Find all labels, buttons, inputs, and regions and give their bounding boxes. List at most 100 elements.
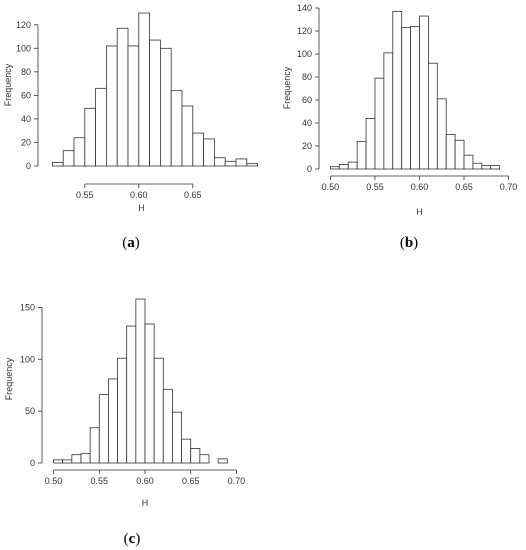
histogram-bar bbox=[62, 459, 73, 464]
x-tick-label: 0.55 bbox=[366, 182, 384, 192]
y-tick-label: 40 bbox=[302, 118, 312, 128]
x-tick-label: 0.55 bbox=[76, 190, 94, 200]
histogram-bar bbox=[374, 77, 385, 170]
y-axis-label: Frequency bbox=[4, 357, 14, 400]
y-tick-label: 0 bbox=[307, 164, 312, 174]
histogram-bar bbox=[427, 62, 438, 170]
histogram-bar bbox=[117, 357, 128, 464]
histogram-bar bbox=[135, 298, 146, 464]
x-axis-label: H bbox=[416, 207, 423, 217]
panel-label-c: (c) bbox=[124, 531, 141, 547]
histogram-bar bbox=[365, 118, 376, 170]
histogram-bar bbox=[116, 27, 129, 167]
histogram-bar bbox=[401, 27, 411, 170]
x-tick-label: 0.70 bbox=[500, 182, 518, 192]
histogram-bar bbox=[224, 160, 237, 167]
histogram-bar bbox=[181, 105, 194, 167]
histogram-bar bbox=[181, 438, 192, 464]
histogram-bar bbox=[71, 454, 82, 464]
histogram-bar bbox=[347, 161, 358, 170]
histogram-c: 0.50 0.55 0.60 0.65 0.70 0 50 100 150 H Frequency bbox=[4, 298, 246, 508]
histogram-bar bbox=[445, 134, 456, 170]
y-tick-label: 50 bbox=[25, 406, 35, 416]
y-tick-label: 150 bbox=[20, 302, 35, 312]
y-tick-label: 20 bbox=[302, 141, 312, 151]
x-tick-label: 0.50 bbox=[45, 476, 63, 486]
y-tick-label: 100 bbox=[20, 354, 35, 364]
histogram-bar bbox=[172, 411, 182, 464]
y-tick-label: 20 bbox=[21, 137, 31, 147]
y-tick-label: 120 bbox=[297, 26, 312, 36]
y-tick-label: 60 bbox=[21, 90, 31, 100]
histogram-bar bbox=[53, 459, 64, 464]
x-axis-label: H bbox=[142, 498, 149, 508]
histogram-bar bbox=[95, 87, 107, 167]
histogram-bar bbox=[98, 394, 109, 464]
histogram-bar bbox=[490, 165, 501, 170]
histogram-bar bbox=[62, 150, 75, 167]
x-tick-label: 0.70 bbox=[228, 476, 246, 486]
histogram-bar bbox=[159, 47, 172, 167]
y-tick-label: 140 bbox=[297, 3, 312, 13]
histogram-bar bbox=[138, 12, 151, 167]
y-axis-label: Frequency bbox=[3, 63, 13, 106]
x-tick-label: 0.65 bbox=[184, 190, 202, 200]
histogram-bar bbox=[106, 45, 118, 167]
histogram-bar bbox=[246, 163, 259, 167]
y-tick-label: 40 bbox=[21, 114, 31, 124]
x-tick-label: 0.50 bbox=[322, 182, 340, 192]
histogram-bar bbox=[454, 139, 465, 170]
histogram-bar bbox=[190, 448, 201, 464]
y-tick-label: 80 bbox=[302, 72, 312, 82]
y-axis-label: Frequency bbox=[282, 66, 292, 109]
y-tick-label: 60 bbox=[302, 95, 312, 105]
x-tick-label: 0.55 bbox=[91, 476, 109, 486]
histogram-bar bbox=[199, 454, 210, 464]
histogram-bar bbox=[419, 15, 429, 170]
histogram-bar bbox=[235, 158, 248, 167]
histogram-b: 0.50 0.55 0.60 0.65 0.70 0 20 40 60 80 100 120 140 H F… bbox=[282, 3, 517, 217]
histogram-bar bbox=[217, 458, 228, 464]
histogram-bar bbox=[144, 323, 155, 464]
histogram-bar bbox=[392, 11, 403, 170]
histogram-bar bbox=[149, 39, 161, 167]
histogram-bar bbox=[213, 157, 226, 167]
histogram-bar bbox=[436, 98, 447, 170]
histogram-bar bbox=[127, 45, 140, 167]
panel-label-a: (a) bbox=[122, 235, 140, 251]
x-axis-label: H bbox=[138, 203, 145, 213]
histogram-bar bbox=[338, 163, 349, 170]
histogram-bar bbox=[126, 325, 137, 464]
histogram-bar bbox=[84, 107, 97, 167]
histogram-bar bbox=[89, 427, 100, 464]
x-tick-label: 0.65 bbox=[455, 182, 473, 192]
histogram-bar bbox=[153, 357, 164, 464]
histogram-bar bbox=[170, 90, 183, 167]
histogram-bar bbox=[192, 132, 205, 167]
histogram-bar bbox=[73, 137, 86, 167]
histogram-bar bbox=[203, 138, 215, 167]
histogram-bar bbox=[162, 388, 173, 464]
x-tick-label: 0.60 bbox=[411, 182, 429, 192]
histogram-bar bbox=[108, 378, 118, 464]
histogram-bar bbox=[356, 140, 367, 170]
y-tick-label: 120 bbox=[16, 20, 31, 30]
histogram-bar bbox=[52, 162, 64, 167]
x-tick-label: 0.65 bbox=[182, 476, 200, 486]
y-tick-label: 0 bbox=[30, 458, 35, 468]
y-tick-label: 100 bbox=[16, 43, 31, 53]
y-tick-label: 100 bbox=[297, 49, 312, 59]
histogram-bar bbox=[463, 154, 474, 170]
y-tick-label: 0 bbox=[26, 161, 31, 171]
histogram-bar bbox=[410, 25, 420, 170]
x-tick-label: 0.60 bbox=[136, 476, 154, 486]
histogram-a: 0.55 0.60 0.65 0 20 40 60 80 100 120 H Frequency bbox=[3, 12, 259, 213]
histogram-bar bbox=[481, 165, 492, 170]
histogram-bar bbox=[383, 52, 394, 170]
panel-label-b: (b) bbox=[400, 235, 418, 251]
histogram-bar bbox=[472, 162, 483, 170]
histogram-bar bbox=[80, 453, 91, 464]
x-tick-label: 0.60 bbox=[130, 190, 148, 200]
y-tick-label: 80 bbox=[21, 67, 31, 77]
